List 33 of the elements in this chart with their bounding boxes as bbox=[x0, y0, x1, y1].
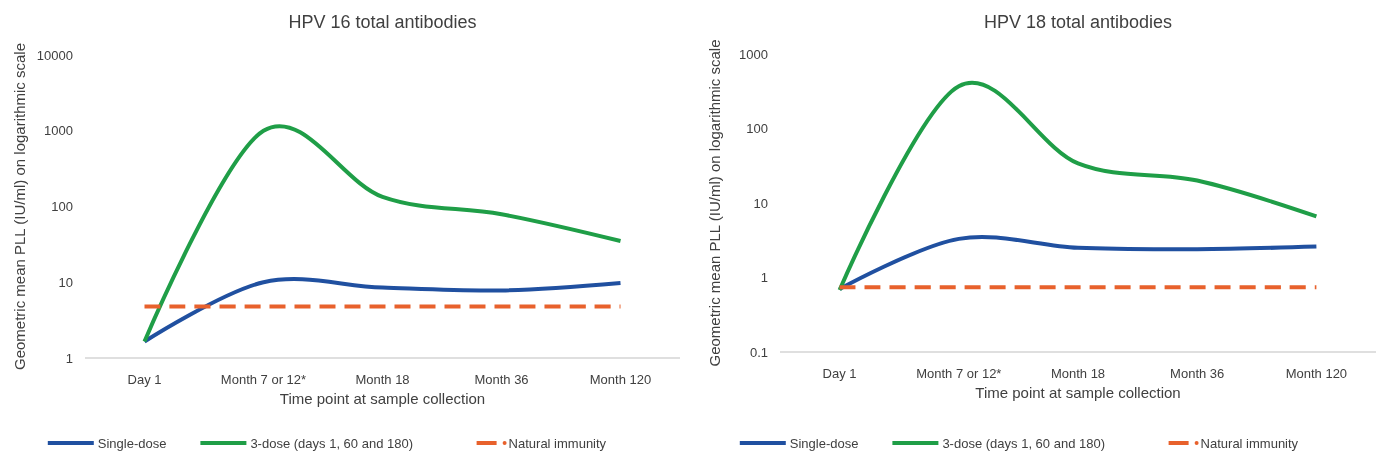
y-tick-label: 1 bbox=[760, 270, 768, 286]
y-axis-title: Geometric mean PLL (IU/ml) on logarithmic scale bbox=[706, 39, 723, 367]
y-tick-label: 0.1 bbox=[749, 344, 768, 360]
y-tick-label: 1000 bbox=[739, 46, 768, 62]
legend-label: Natural immunity bbox=[1200, 435, 1299, 451]
legend-label: Single-dose bbox=[789, 435, 859, 451]
legend-label: 3-dose (days 1, 60 and 180) bbox=[250, 435, 414, 451]
y-tick-label: 1000 bbox=[44, 123, 73, 139]
x-tick-label: Month 120 bbox=[589, 371, 652, 387]
x-tick-label: Month 120 bbox=[1285, 365, 1348, 381]
x-tick-label: Month 7 or 12* bbox=[916, 365, 1002, 381]
x-axis-title: Time point at sample collection bbox=[975, 384, 1181, 401]
x-tick-label: Month 18 bbox=[355, 371, 410, 387]
chart-title: HPV 16 total antibodies bbox=[288, 12, 477, 32]
legend-label: Single-dose bbox=[97, 435, 167, 451]
y-tick-label: 10 bbox=[753, 195, 768, 211]
line-series bbox=[837, 235, 1319, 292]
y-tick-label: 100 bbox=[51, 199, 73, 215]
y-tick-label: 100 bbox=[746, 121, 768, 137]
x-tick-label: Month 7 or 12* bbox=[220, 371, 307, 387]
x-tick-label: Month 36 bbox=[474, 371, 529, 387]
x-tick-label: Month 36 bbox=[1170, 365, 1225, 381]
x-tick-label: Day 1 bbox=[822, 365, 857, 381]
legend-label: Natural immunity bbox=[508, 435, 607, 451]
legend-label: 3-dose (days 1, 60 and 180) bbox=[942, 435, 1106, 451]
x-tick-label: Month 18 bbox=[1050, 365, 1106, 381]
y-tick-label: 1 bbox=[65, 350, 73, 366]
chart-title: HPV 18 total antibodies bbox=[983, 12, 1173, 32]
x-tick-label: Day 1 bbox=[127, 371, 162, 387]
y-axis-title: Geometric mean PLL (IU/ml) on logarithmic scale bbox=[11, 42, 28, 371]
y-tick-label: 10000 bbox=[36, 47, 73, 63]
y-tick-label: 10 bbox=[58, 274, 73, 290]
x-axis-title: Time point at sample collection bbox=[279, 390, 486, 407]
